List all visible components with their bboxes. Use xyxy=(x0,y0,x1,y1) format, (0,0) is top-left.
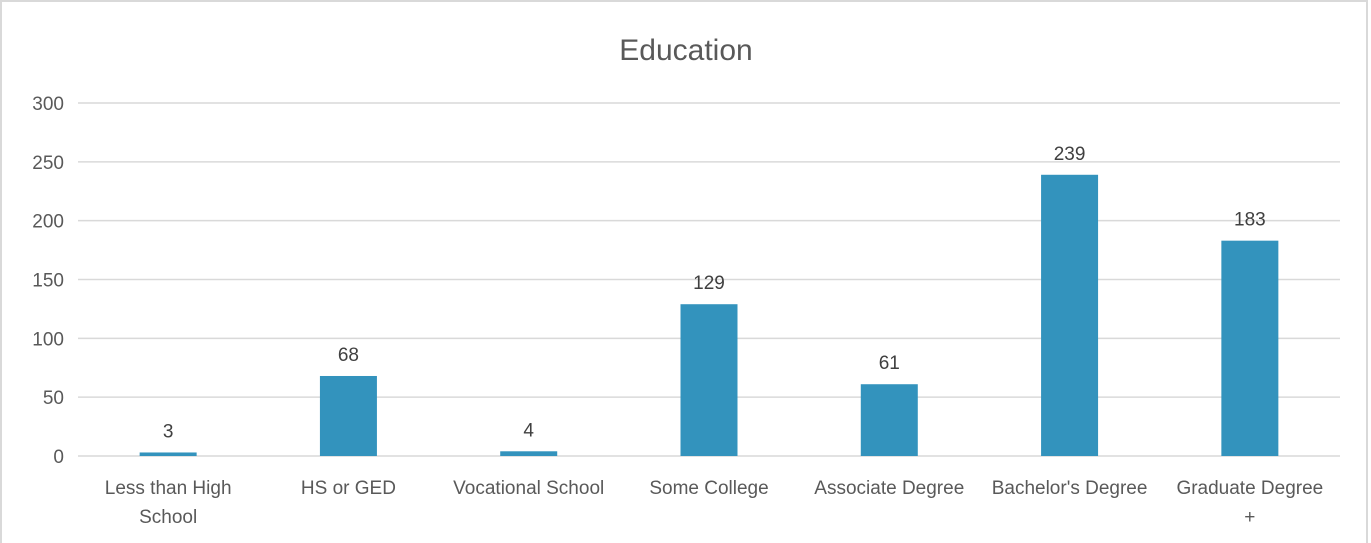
data-label: 183 xyxy=(1234,210,1266,231)
x-tick-label: Less than High School xyxy=(105,478,232,528)
y-tick-label: 250 xyxy=(32,153,64,174)
x-tick-label: Some College xyxy=(649,478,768,499)
y-axis-tick-labels: 0 50 100 150 200 250 300 xyxy=(32,94,64,468)
bar xyxy=(139,452,197,456)
y-tick-label: 300 xyxy=(32,94,64,115)
x-tick-label: Graduate Degree + xyxy=(1176,478,1323,528)
bar xyxy=(319,375,377,456)
bar xyxy=(680,304,738,456)
data-label: 4 xyxy=(523,420,534,441)
data-labels: 3 68 4 129 61 239 183 xyxy=(163,144,1266,443)
bar xyxy=(1041,174,1099,456)
data-label: 3 xyxy=(163,421,174,442)
bars xyxy=(139,174,1279,456)
y-tick-label: 100 xyxy=(32,329,64,350)
bar xyxy=(1221,240,1279,456)
x-tick-label: HS or GED xyxy=(301,478,396,499)
data-label: 129 xyxy=(693,273,725,294)
chart-title: Education xyxy=(619,34,752,67)
x-tick-label: Associate Degree xyxy=(814,478,964,499)
bar xyxy=(500,451,558,456)
y-tick-label: 50 xyxy=(43,388,64,409)
x-tick-label: Bachelor's Degree xyxy=(992,478,1148,499)
bar xyxy=(860,384,918,456)
data-label: 61 xyxy=(879,353,900,374)
y-tick-label: 200 xyxy=(32,212,64,233)
y-tick-label: 0 xyxy=(53,447,64,468)
x-axis-tick-labels: Less than High School HS or GED Vocational … xyxy=(105,478,1324,528)
data-label: 239 xyxy=(1054,144,1086,165)
data-label: 68 xyxy=(338,345,359,366)
x-tick-label: Vocational School xyxy=(453,478,604,499)
y-tick-label: 150 xyxy=(32,271,64,292)
